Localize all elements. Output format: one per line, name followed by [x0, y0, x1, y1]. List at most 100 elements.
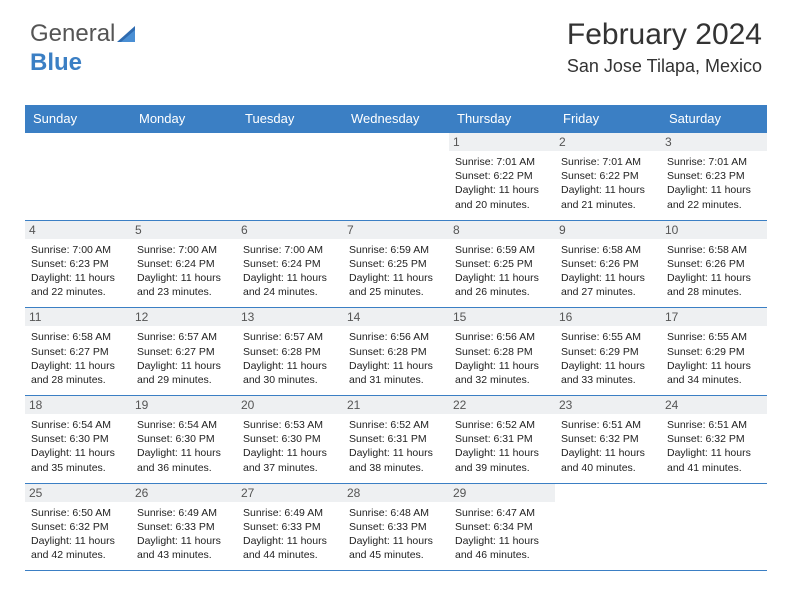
calendar-day-cell: [237, 133, 343, 221]
day-number: 2: [555, 133, 661, 151]
calendar-day-cell: 28Sunrise: 6:48 AMSunset: 6:33 PMDayligh…: [343, 483, 449, 571]
day-number: 5: [131, 221, 237, 239]
day-details: Sunrise: 7:01 AMSunset: 6:23 PMDaylight:…: [667, 155, 761, 212]
calendar-day-cell: 5 Sunrise: 7:00 AMSunset: 6:24 PMDaylight…: [131, 220, 237, 308]
day-details: Sunrise: 6:59 AMSunset: 6:25 PMDaylight:…: [455, 243, 549, 300]
header-right: February 2024 San Jose Tilapa, Mexico: [567, 18, 762, 77]
calendar-day-cell: [343, 133, 449, 221]
calendar-day-cell: 8 Sunrise: 6:59 AMSunset: 6:25 PMDaylight…: [449, 220, 555, 308]
day-details: Sunrise: 6:58 AMSunset: 6:27 PMDaylight:…: [31, 330, 125, 387]
logo-sail-icon: [117, 21, 139, 49]
day-number: 11: [25, 308, 131, 326]
calendar-day-cell: 12 Sunrise: 6:57 AMSunset: 6:27 PMDayligh…: [131, 308, 237, 396]
brand-logo: General Blue: [30, 20, 139, 77]
day-number: 13: [237, 308, 343, 326]
day-number: 27: [237, 484, 343, 502]
day-number: 24: [661, 396, 767, 414]
calendar-day-cell: 11 Sunrise: 6:58 AMSunset: 6:27 PMDayligh…: [25, 308, 131, 396]
calendar-table: Sunday Monday Tuesday Wednesday Thursday…: [25, 105, 767, 571]
day-details: Sunrise: 6:59 AMSunset: 6:25 PMDaylight:…: [349, 243, 443, 300]
day-details: Sunrise: 6:55 AMSunset: 6:29 PMDaylight:…: [667, 330, 761, 387]
day-details: Sunrise: 6:58 AMSunset: 6:26 PMDaylight:…: [667, 243, 761, 300]
calendar-day-cell: 27 Sunrise: 6:49 AMSunset: 6:33 PMDayligh…: [237, 483, 343, 571]
calendar-day-cell: 16 Sunrise: 6:55 AMSunset: 6:29 PMDayligh…: [555, 308, 661, 396]
dayname-sunday: Sunday: [25, 105, 131, 133]
calendar-day-cell: 17 Sunrise: 6:55 AMSunset: 6:29 PMDayligh…: [661, 308, 767, 396]
day-details: Sunrise: 6:52 AMSunset: 6:31 PMDaylight:…: [455, 418, 549, 475]
day-number: 12: [131, 308, 237, 326]
calendar-day-cell: 2 Sunrise: 7:01 AMSunset: 6:22 PMDaylight…: [555, 133, 661, 221]
day-details: Sunrise: 6:56 AMSunset: 6:28 PMDaylight:…: [455, 330, 549, 387]
calendar-day-cell: 29Sunrise: 6:47 AMSunset: 6:34 PMDayligh…: [449, 483, 555, 571]
calendar-day-cell: 3 Sunrise: 7:01 AMSunset: 6:23 PMDaylight…: [661, 133, 767, 221]
dayname-thursday: Thursday: [449, 105, 555, 133]
day-number: 6: [237, 221, 343, 239]
day-details: Sunrise: 6:52 AMSunset: 6:31 PMDaylight:…: [349, 418, 443, 475]
calendar-day-cell: 26 Sunrise: 6:49 AMSunset: 6:33 PMDayligh…: [131, 483, 237, 571]
day-details: Sunrise: 6:49 AMSunset: 6:33 PMDaylight:…: [243, 506, 337, 563]
day-number: 20: [237, 396, 343, 414]
day-details: Sunrise: 6:55 AMSunset: 6:29 PMDaylight:…: [561, 330, 655, 387]
calendar-day-cell: [131, 133, 237, 221]
calendar-day-cell: 20Sunrise: 6:53 AMSunset: 6:30 PMDayligh…: [237, 396, 343, 484]
day-number: 3: [661, 133, 767, 151]
calendar-day-cell: 24 Sunrise: 6:51 AMSunset: 6:32 PMDayligh…: [661, 396, 767, 484]
day-details: Sunrise: 6:47 AMSunset: 6:34 PMDaylight:…: [455, 506, 549, 563]
day-number: 28: [343, 484, 449, 502]
logo-part2: Blue: [30, 49, 82, 76]
calendar-day-cell: 10 Sunrise: 6:58 AMSunset: 6:26 PMDayligh…: [661, 220, 767, 308]
calendar-day-cell: 21 Sunrise: 6:52 AMSunset: 6:31 PMDayligh…: [343, 396, 449, 484]
day-number: 10: [661, 221, 767, 239]
day-details: Sunrise: 6:54 AMSunset: 6:30 PMDaylight:…: [137, 418, 231, 475]
day-details: Sunrise: 6:57 AMSunset: 6:28 PMDaylight:…: [243, 330, 337, 387]
day-details: Sunrise: 6:58 AMSunset: 6:26 PMDaylight:…: [561, 243, 655, 300]
calendar-day-cell: 19 Sunrise: 6:54 AMSunset: 6:30 PMDayligh…: [131, 396, 237, 484]
day-details: Sunrise: 6:57 AMSunset: 6:27 PMDaylight:…: [137, 330, 231, 387]
dayname-monday: Monday: [131, 105, 237, 133]
day-details: Sunrise: 7:01 AMSunset: 6:22 PMDaylight:…: [561, 155, 655, 212]
day-number: 21: [343, 396, 449, 414]
calendar-week-row: 25 Sunrise: 6:50 AMSunset: 6:32 PMDayligh…: [25, 483, 767, 571]
calendar-day-cell: 9 Sunrise: 6:58 AMSunset: 6:26 PMDaylight…: [555, 220, 661, 308]
day-details: Sunrise: 6:56 AMSunset: 6:28 PMDaylight:…: [349, 330, 443, 387]
day-details: Sunrise: 7:00 AMSunset: 6:24 PMDaylight:…: [243, 243, 337, 300]
calendar-day-cell: 13 Sunrise: 6:57 AMSunset: 6:28 PMDayligh…: [237, 308, 343, 396]
day-number: 16: [555, 308, 661, 326]
day-number: 19: [131, 396, 237, 414]
day-number: 4: [25, 221, 131, 239]
day-number: 26: [131, 484, 237, 502]
dayname-saturday: Saturday: [661, 105, 767, 133]
day-number: 25: [25, 484, 131, 502]
day-details: Sunrise: 6:51 AMSunset: 6:32 PMDaylight:…: [667, 418, 761, 475]
calendar-week-row: 11 Sunrise: 6:58 AMSunset: 6:27 PMDayligh…: [25, 308, 767, 396]
calendar-week-row: 1 Sunrise: 7:01 AMSunset: 6:22 PMDaylight…: [25, 133, 767, 221]
day-number: 1: [449, 133, 555, 151]
day-details: Sunrise: 6:50 AMSunset: 6:32 PMDaylight:…: [31, 506, 125, 563]
day-number: 22: [449, 396, 555, 414]
dayname-friday: Friday: [555, 105, 661, 133]
calendar-day-cell: 1 Sunrise: 7:01 AMSunset: 6:22 PMDaylight…: [449, 133, 555, 221]
day-details: Sunrise: 6:49 AMSunset: 6:33 PMDaylight:…: [137, 506, 231, 563]
calendar-week-row: 18 Sunrise: 6:54 AMSunset: 6:30 PMDayligh…: [25, 396, 767, 484]
day-number: 18: [25, 396, 131, 414]
day-number: 9: [555, 221, 661, 239]
calendar-body: 1 Sunrise: 7:01 AMSunset: 6:22 PMDaylight…: [25, 133, 767, 571]
day-number: 17: [661, 308, 767, 326]
day-number: 23: [555, 396, 661, 414]
calendar-day-cell: [555, 483, 661, 571]
calendar-day-cell: 22 Sunrise: 6:52 AMSunset: 6:31 PMDayligh…: [449, 396, 555, 484]
month-title: February 2024: [567, 18, 762, 52]
day-details: Sunrise: 6:51 AMSunset: 6:32 PMDaylight:…: [561, 418, 655, 475]
calendar-day-cell: 23 Sunrise: 6:51 AMSunset: 6:32 PMDayligh…: [555, 396, 661, 484]
dayname-tuesday: Tuesday: [237, 105, 343, 133]
day-header-row: Sunday Monday Tuesday Wednesday Thursday…: [25, 105, 767, 133]
day-details: Sunrise: 7:00 AMSunset: 6:23 PMDaylight:…: [31, 243, 125, 300]
calendar-day-cell: 6 Sunrise: 7:00 AMSunset: 6:24 PMDaylight…: [237, 220, 343, 308]
day-details: Sunrise: 6:54 AMSunset: 6:30 PMDaylight:…: [31, 418, 125, 475]
day-details: Sunrise: 7:01 AMSunset: 6:22 PMDaylight:…: [455, 155, 549, 212]
day-number: 8: [449, 221, 555, 239]
calendar-week-row: 4 Sunrise: 7:00 AMSunset: 6:23 PMDaylight…: [25, 220, 767, 308]
calendar-day-cell: 25 Sunrise: 6:50 AMSunset: 6:32 PMDayligh…: [25, 483, 131, 571]
day-details: Sunrise: 7:00 AMSunset: 6:24 PMDaylight:…: [137, 243, 231, 300]
calendar-day-cell: 7Sunrise: 6:59 AMSunset: 6:25 PMDaylight…: [343, 220, 449, 308]
